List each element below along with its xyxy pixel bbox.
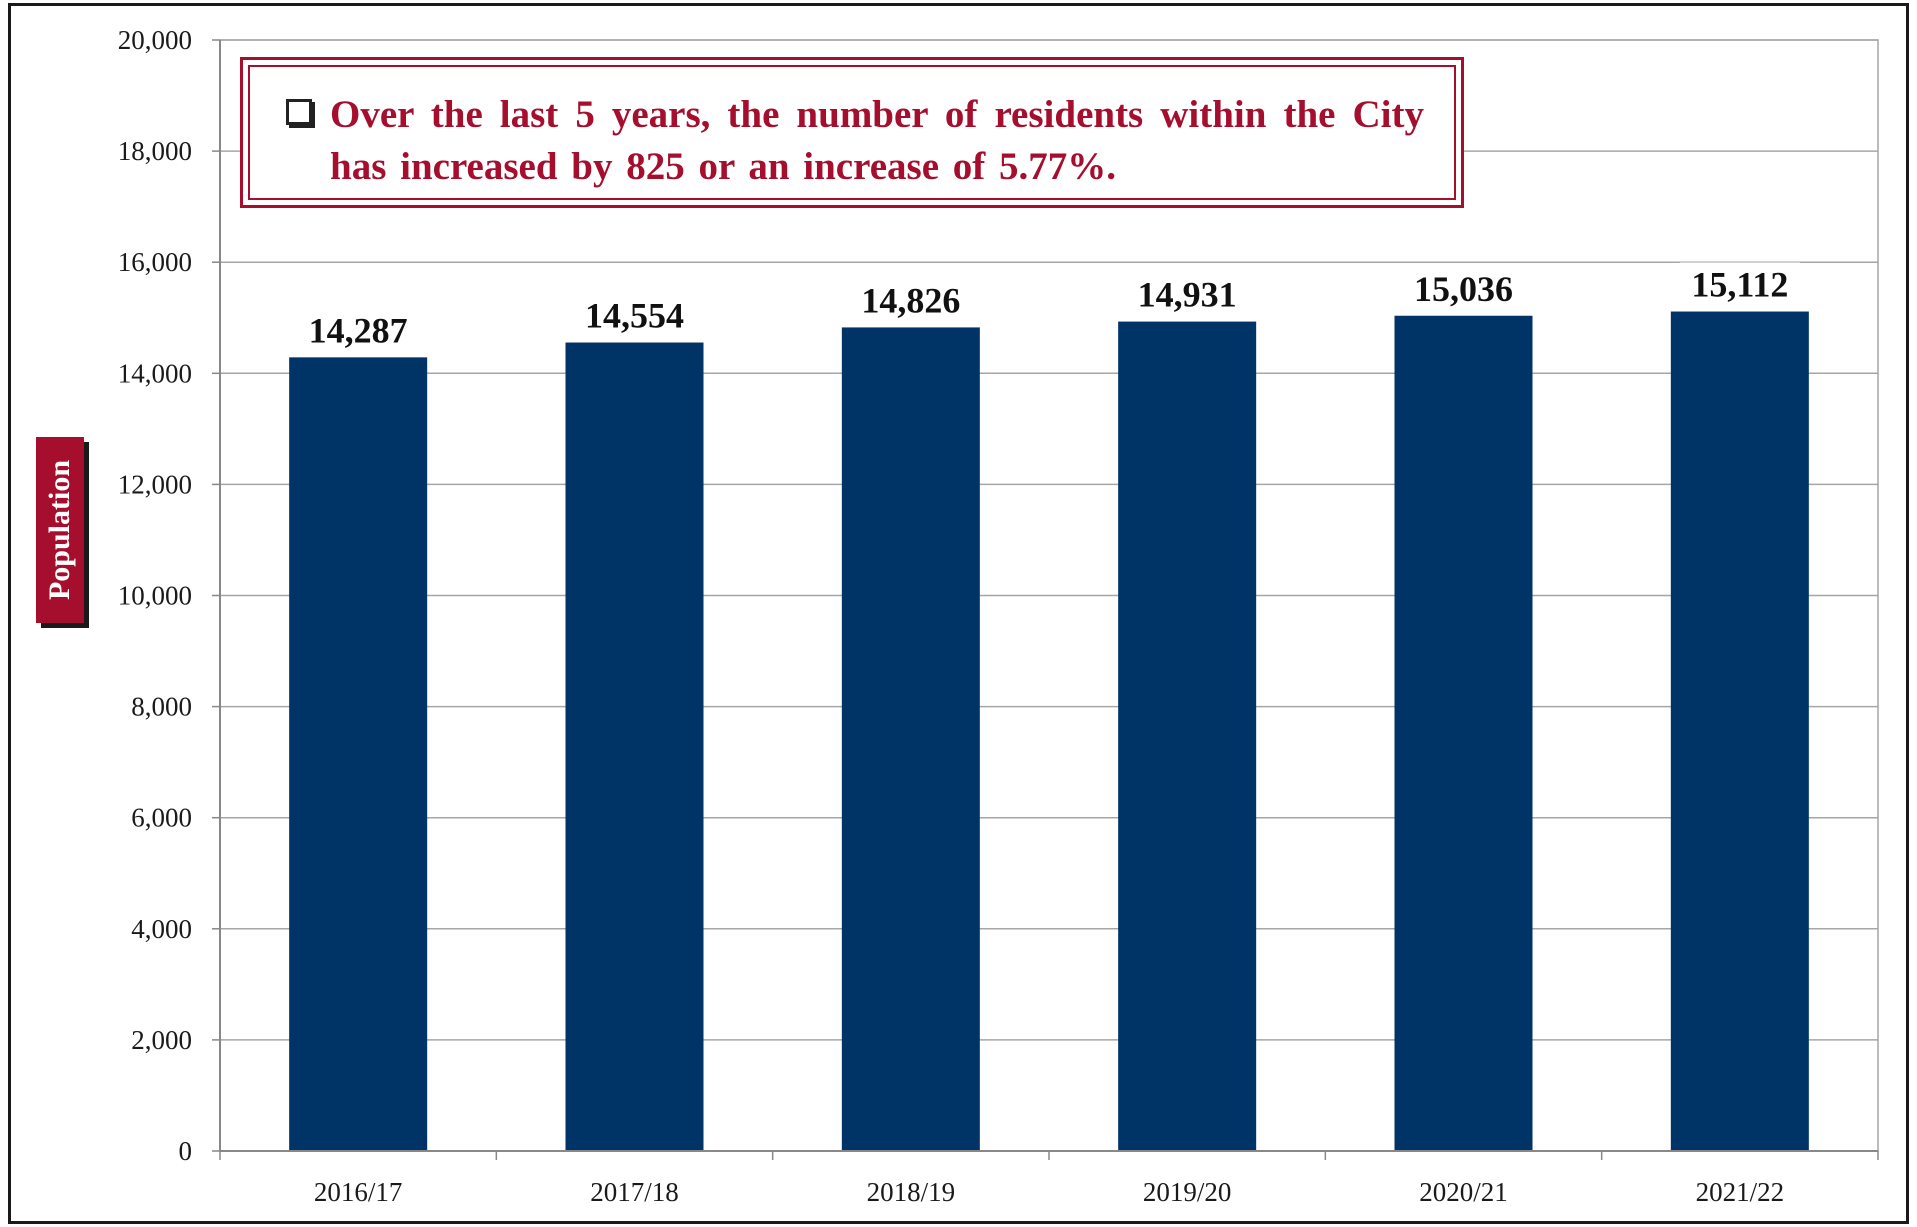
bar-2017-18 [565, 342, 704, 1152]
y-axis-title-badge: Population [36, 437, 84, 623]
y-axis-title: Population [43, 459, 77, 601]
data-label-backdrop [1127, 272, 1248, 313]
bars [289, 311, 1809, 1152]
annotation-inner-border: Over the last 5 years, the number of res… [248, 65, 1456, 200]
data-label-backdrop [574, 293, 695, 334]
y-tick-label: 18,000 [118, 136, 192, 166]
data-label: 15,036 [1414, 269, 1513, 309]
data-label: 14,826 [861, 280, 960, 320]
x-tick-label: 2018/19 [867, 1177, 956, 1207]
annotation-callout: Over the last 5 years, the number of res… [240, 57, 1464, 208]
data-label-backdrop [850, 278, 971, 319]
bar-2020-21 [1394, 315, 1533, 1151]
y-tick-label: 10,000 [118, 581, 192, 611]
y-tick-label: 4,000 [131, 914, 192, 944]
labels: 0 2,000 4,000 6,000 8,000 10,000 12,000 14,000 1… [118, 25, 1800, 1207]
bar-2021-22 [1670, 311, 1809, 1151]
data-label: 14,931 [1138, 275, 1237, 315]
y-tick-label: 8,000 [131, 692, 192, 722]
bar-2018-19 [841, 327, 980, 1151]
y-tick-label: 16,000 [118, 247, 192, 277]
y-tick-label: 20,000 [118, 25, 192, 55]
y-tick-label: 6,000 [131, 803, 192, 833]
data-label-backdrop [298, 308, 419, 349]
annotation-text: Over the last 5 years, the number of res… [330, 93, 1424, 188]
y-tick-label: 12,000 [118, 469, 192, 499]
bar-2019-20 [1118, 321, 1257, 1151]
x-tick-label: 2020/21 [1419, 1177, 1508, 1207]
x-tick-label: 2021/22 [1696, 1177, 1785, 1207]
data-label-backdrop [1403, 266, 1524, 307]
x-tick-label: 2017/18 [590, 1177, 679, 1207]
data-label: 14,287 [309, 310, 408, 350]
data-label-backdrop [1679, 262, 1800, 303]
y-tick-label: 2,000 [131, 1025, 192, 1055]
bar-2016-17 [289, 357, 428, 1151]
axes [212, 39, 1879, 1160]
y-tick-label: 14,000 [118, 358, 192, 388]
x-tick-label: 2019/20 [1143, 1177, 1232, 1207]
data-label: 14,554 [585, 296, 684, 336]
y-tick-label: 0 [179, 1136, 193, 1166]
checkbox-square-icon [286, 99, 312, 125]
data-label: 15,112 [1691, 265, 1788, 305]
x-tick-label: 2016/17 [314, 1177, 403, 1207]
